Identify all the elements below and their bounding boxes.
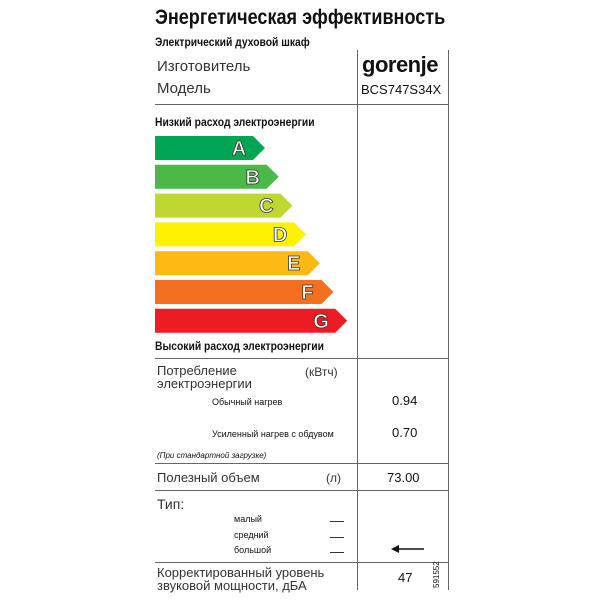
model: BCS747S34X: [361, 82, 442, 97]
separator: [155, 490, 448, 491]
consumption-label: Потребление электроэнергии: [157, 363, 252, 391]
low-consumption: Низкий расход электроэнергии: [155, 115, 315, 129]
separator: [155, 562, 448, 563]
manufacturer-label: Изготовитель: [157, 58, 251, 75]
class-letter: B: [245, 167, 259, 189]
class-letter: A: [232, 138, 246, 160]
class-letter: D: [273, 224, 287, 246]
class-arrow: [155, 308, 348, 333]
volume-unit: (л): [326, 471, 341, 485]
type-option: малый: [234, 514, 262, 524]
type-option: средний: [234, 530, 269, 540]
mode-value: 0.70: [392, 425, 418, 440]
class-letter: E: [287, 253, 300, 275]
dash: [330, 521, 344, 522]
type-label: Тип:: [157, 496, 185, 512]
label-title: Энергетическая эффективность: [155, 6, 446, 29]
separator: [155, 358, 448, 359]
mode-value: 0.94: [392, 393, 418, 408]
class-arrow: [155, 280, 334, 304]
class-arrow: [155, 193, 293, 218]
class-letter: C: [259, 196, 273, 218]
manufacturer: gorenje: [362, 52, 438, 77]
dash: [330, 552, 344, 553]
mode-label: Обычный нагрев: [212, 397, 283, 407]
separator: [155, 463, 448, 464]
class-letter: G: [313, 311, 329, 333]
label-subtitle: Электрический духовой шкаф: [155, 35, 310, 49]
mode-label: Усиленный нагрев с обдувом: [212, 429, 334, 439]
dash: [330, 537, 344, 538]
noise-label: Корректированный уровень звуковой мощнос…: [157, 565, 325, 593]
high-consumption: Высокий расход электроэнергии: [155, 339, 325, 353]
type-arrow: [391, 545, 424, 553]
separator: [155, 104, 448, 105]
load-note: (При стандартной загрузке): [157, 451, 267, 460]
noise-value: 47: [398, 570, 413, 585]
class-arrow: [155, 136, 265, 160]
type-option: большой: [234, 545, 272, 555]
label-code: 591552: [432, 561, 441, 588]
model-label: Модель: [157, 80, 211, 97]
consumption-unit: (кВтч): [305, 365, 338, 379]
class-arrow: [155, 251, 320, 276]
class-letter: F: [301, 282, 313, 304]
column-line: [357, 50, 358, 590]
column-line: [448, 50, 449, 590]
volume-label: Полезный объем: [157, 470, 260, 485]
volume-value: 73.00: [387, 470, 420, 485]
class-arrow: [155, 164, 279, 189]
class-arrow: [155, 222, 307, 247]
